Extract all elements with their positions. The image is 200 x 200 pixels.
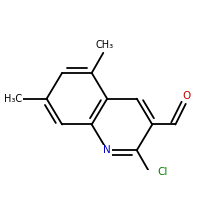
Text: CH₃: CH₃ (95, 40, 114, 50)
Text: N: N (103, 145, 111, 155)
Text: O: O (183, 91, 191, 101)
Text: H₃C: H₃C (4, 94, 22, 104)
Text: Cl: Cl (158, 167, 168, 177)
